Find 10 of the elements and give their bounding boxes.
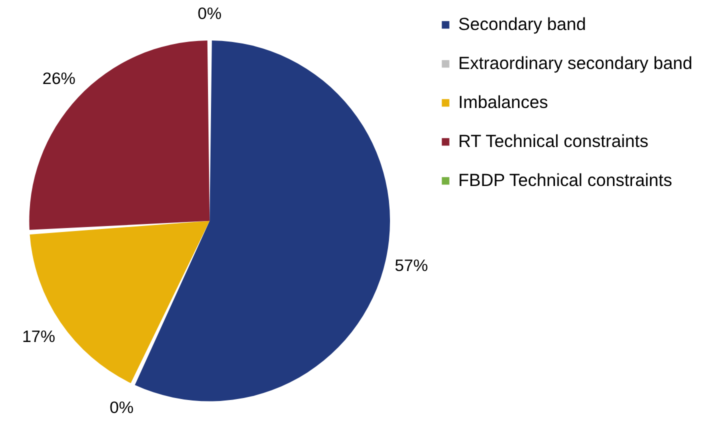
- data-label: 26%: [42, 69, 76, 88]
- legend-label: Secondary band: [458, 14, 586, 34]
- legend-label: FBDP Technical constraints: [458, 170, 672, 190]
- data-label: 57%: [394, 256, 428, 275]
- legend-label: Extraordinary secondary band: [458, 52, 692, 73]
- text: 0%: [198, 4, 222, 24]
- legend-label: RT Technical constraints: [458, 130, 649, 151]
- legend-label: Imbalances: [458, 92, 548, 112]
- text: 0%: [110, 398, 134, 417]
- data-label: 17%: [22, 326, 56, 346]
